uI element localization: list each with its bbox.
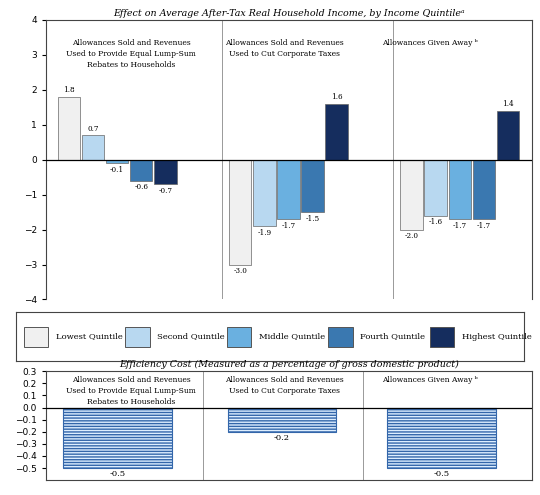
Text: Highest Quintile: Highest Quintile: [462, 333, 531, 341]
Bar: [24, 327, 48, 346]
Text: Fourth Quintile: Fourth Quintile: [360, 333, 426, 341]
Bar: [472, 160, 495, 219]
Text: Allowances Given Away ᵇ: Allowances Given Away ᵇ: [382, 40, 478, 48]
Bar: [430, 327, 454, 346]
Text: -0.7: -0.7: [158, 187, 172, 195]
Text: Allowances Given Away ᵇ: Allowances Given Away ᵇ: [382, 376, 478, 384]
Text: -0.2: -0.2: [274, 434, 290, 442]
Bar: [58, 97, 80, 160]
Bar: [328, 327, 353, 346]
Text: -0.6: -0.6: [134, 183, 149, 191]
Bar: [227, 327, 251, 346]
Bar: [82, 135, 104, 160]
Bar: [387, 407, 496, 468]
Bar: [130, 160, 152, 181]
Text: 1.8: 1.8: [63, 86, 75, 94]
Text: -1.7: -1.7: [453, 222, 467, 230]
Bar: [125, 327, 150, 346]
Text: -0.5: -0.5: [434, 470, 450, 478]
Bar: [154, 160, 177, 184]
Text: Allowances Sold and Revenues
Used to Provide Equal Lump-Sum
Rebates to Household: Allowances Sold and Revenues Used to Pro…: [66, 376, 196, 405]
Text: Middle Quintile: Middle Quintile: [259, 333, 325, 341]
Bar: [277, 160, 300, 219]
Bar: [424, 160, 447, 216]
Text: -1.6: -1.6: [429, 218, 443, 226]
Text: Allowances Sold and Revenues
Used to Provide Equal Lump-Sum
Rebates to Household: Allowances Sold and Revenues Used to Pro…: [66, 40, 196, 69]
Bar: [253, 160, 275, 226]
Text: Second Quintile: Second Quintile: [157, 333, 225, 341]
Text: 1.4: 1.4: [502, 100, 514, 108]
Bar: [227, 407, 336, 432]
Title: Effect on Average After-Tax Real Household Income, by Income Quintileᵃ: Effect on Average After-Tax Real Househo…: [113, 8, 465, 18]
Text: 1.6: 1.6: [331, 93, 342, 101]
Bar: [497, 111, 519, 160]
Bar: [326, 104, 348, 160]
Bar: [63, 407, 172, 468]
Bar: [400, 160, 423, 230]
Text: Allowances Sold and Revenues
Used to Cut Corporate Taxes: Allowances Sold and Revenues Used to Cut…: [225, 40, 343, 58]
Text: -1.9: -1.9: [257, 229, 272, 237]
Text: -3.0: -3.0: [233, 267, 247, 275]
Text: 0.7: 0.7: [87, 125, 99, 133]
Text: -1.7: -1.7: [477, 222, 491, 230]
Text: -1.5: -1.5: [306, 214, 320, 223]
Text: -0.1: -0.1: [110, 166, 124, 174]
Text: Allowances Sold and Revenues
Used to Cut Corporate Taxes: Allowances Sold and Revenues Used to Cut…: [225, 376, 343, 395]
Text: Lowest Quintile: Lowest Quintile: [56, 333, 123, 341]
Text: -1.7: -1.7: [281, 222, 295, 230]
Bar: [449, 160, 471, 219]
Bar: [301, 160, 323, 212]
Bar: [229, 160, 252, 264]
Text: -2.0: -2.0: [404, 232, 418, 240]
Title: Efficiency Cost (Measured as a percentage of gross domestic product): Efficiency Cost (Measured as a percentag…: [119, 360, 459, 369]
Bar: [106, 160, 129, 163]
Text: -0.5: -0.5: [110, 470, 126, 478]
